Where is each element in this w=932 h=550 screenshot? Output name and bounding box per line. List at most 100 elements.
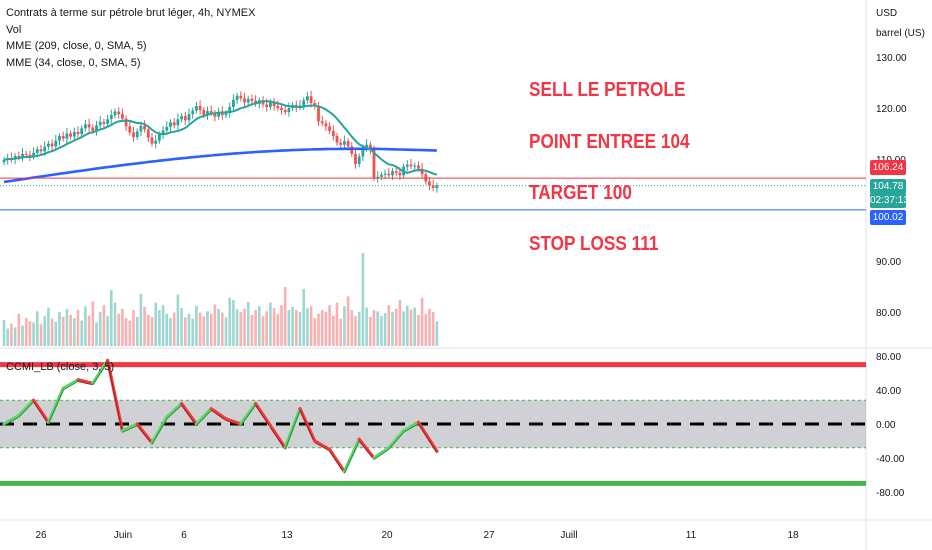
volume-bar	[161, 305, 165, 346]
candle-body	[243, 98, 246, 103]
volume-bar	[65, 308, 69, 346]
volume-bar	[106, 316, 109, 346]
ema-fast-legend[interactable]: MME (34, close, 0, SMA, 5)	[6, 56, 141, 69]
volume-bar	[91, 301, 95, 346]
candle-body	[121, 114, 124, 119]
indicator-pane	[0, 358, 866, 486]
candle-body	[391, 171, 394, 176]
volume-bar	[202, 316, 206, 346]
indicator-segment	[46, 386, 65, 424]
volume-bar	[417, 315, 420, 346]
ema-209-line	[3, 147, 437, 184]
candle-body	[102, 121, 106, 124]
volume-legend[interactable]: Vol	[6, 23, 22, 36]
volume-bar	[346, 296, 350, 346]
price-tick-label: 90.00	[876, 257, 901, 268]
volume-bar	[343, 306, 346, 346]
volume-bar	[84, 306, 87, 346]
candle-body	[306, 96, 309, 101]
volume-bar	[295, 310, 298, 346]
volume-bar	[158, 310, 161, 346]
candle-body	[61, 136, 65, 139]
indicator-segment	[283, 407, 302, 450]
symbol-title[interactable]: Contrats à terme sur pétrole brut léger,…	[6, 7, 256, 19]
volume-bar	[13, 327, 17, 346]
indicator-segment	[387, 429, 406, 450]
volume-bar	[350, 310, 354, 346]
indicator-segment	[17, 398, 36, 418]
indicator-tick-label: -80.00	[876, 488, 905, 499]
indicator-shadow	[388, 432, 404, 450]
volume-bar	[147, 315, 150, 346]
candle-body	[32, 152, 35, 157]
volume-bar	[2, 319, 6, 346]
candle-body	[198, 105, 202, 111]
indicator-shadow	[166, 404, 182, 420]
candle-body	[376, 176, 380, 178]
candle-body	[91, 127, 95, 131]
volume-bar	[43, 316, 46, 346]
time-tick-label: 18	[787, 530, 799, 541]
candle-body	[35, 149, 39, 153]
volume-bar	[328, 305, 331, 346]
candle-body	[28, 154, 32, 157]
indicator-segment	[372, 446, 391, 460]
price-tick-label: 120.00	[876, 104, 907, 115]
volume-bar	[324, 311, 328, 346]
volume-bar	[406, 305, 409, 346]
ema-slow-legend[interactable]: MME (209, close, 0, SMA, 5)	[6, 40, 147, 52]
candle-body	[132, 132, 135, 138]
candle-body	[413, 165, 417, 167]
indicator-legend[interactable]: CCMI_LB (close, 3, 5)	[6, 361, 115, 373]
candle-body	[72, 131, 76, 137]
axes: 130.00120.00110.0090.0080.0080.0040.000.…	[35, 53, 907, 541]
volume-bar	[50, 318, 54, 346]
indicator-shadow	[284, 410, 301, 450]
candle-body	[84, 124, 87, 129]
volume-bar	[254, 310, 257, 346]
volume-bar	[387, 305, 391, 346]
volume-bar	[6, 328, 9, 346]
candle-body	[172, 122, 176, 126]
candle-body	[320, 121, 324, 124]
volume-bar	[232, 300, 235, 346]
candle-body	[428, 181, 431, 186]
price-tick-label: 80.00	[876, 308, 901, 319]
volume-bar	[28, 321, 32, 346]
volume-bar	[10, 323, 13, 346]
volume-bar	[187, 313, 191, 346]
indicator-shadow	[358, 440, 375, 460]
volume-bar	[428, 308, 431, 346]
indicator-segment	[224, 417, 243, 426]
volume-bar	[291, 306, 294, 346]
candle-body	[187, 114, 191, 121]
volume-bar	[361, 253, 365, 346]
price-tag-blue: 100.02	[870, 210, 906, 225]
indicator-segment	[150, 415, 169, 445]
volume-bar	[172, 312, 176, 346]
volume-bar	[402, 311, 405, 346]
volume-bar	[398, 300, 402, 346]
candle-body	[372, 149, 376, 178]
volume-bar	[420, 297, 424, 346]
horizontal-lines	[0, 177, 866, 211]
candle-body	[287, 108, 291, 113]
volume-bar	[139, 293, 143, 346]
volume-bar	[128, 320, 132, 346]
volume-bar	[121, 308, 124, 346]
volume-bar	[376, 311, 379, 346]
time-tick-label: 26	[35, 530, 47, 541]
volume-bar	[435, 321, 439, 346]
volume-bar	[180, 308, 183, 346]
candle-body	[398, 172, 402, 176]
candle-body	[50, 143, 54, 147]
annotation-sell: SELL LE PETROLE	[529, 79, 686, 101]
candle-body	[146, 129, 150, 138]
indicator-shadow	[255, 405, 271, 428]
indicator-shadow	[107, 361, 123, 433]
volume-bar	[32, 322, 35, 346]
volume-bar	[217, 308, 220, 346]
price-tick-label: 130.00	[876, 53, 907, 64]
